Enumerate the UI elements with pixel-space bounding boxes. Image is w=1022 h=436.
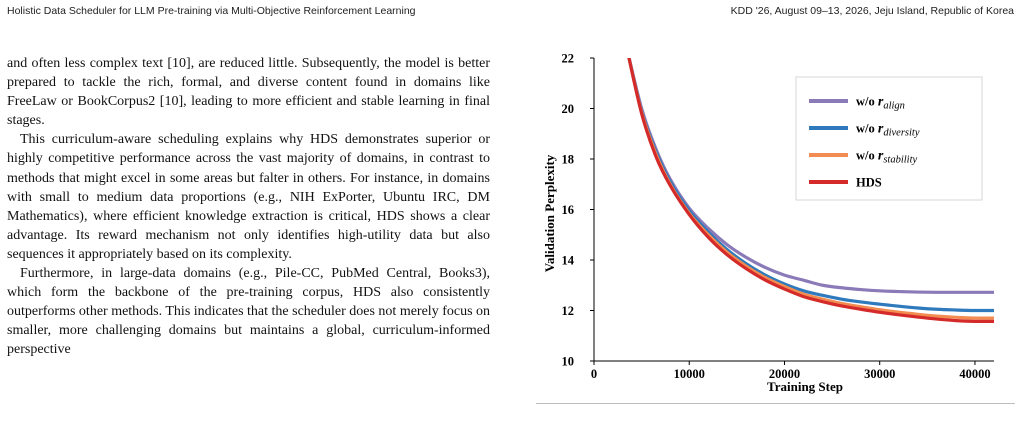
y-axis-title: Validation Perplexity [542,154,557,272]
running-header-title: Holistic Data Scheduler for LLM Pre-trai… [7,5,416,17]
body-text-column: and often less complex text [10], are re… [7,54,490,360]
x-tick-label: 40000 [959,367,990,381]
paragraph-curriculum-scheduling: This curriculum-aware scheduling explain… [7,132,490,262]
legend-label: w/o rdiversity [856,122,920,139]
figure-ablation-perplexity: 0 10000 20000 30000 40000 10 12 14 16 18 20 22 Trai… [534,48,1022,406]
legend-label: w/o rstability [856,149,918,166]
y-tick-label: 20 [562,102,575,116]
y-tick-label: 18 [562,153,575,167]
y-tick-label: 10 [562,355,575,369]
x-axis-title: Training Step [767,379,843,394]
y-tick-label: 14 [562,254,575,268]
y-tick-label: 12 [562,304,575,318]
y-tick-label: 22 [562,52,575,66]
paragraph-large-data-domains: Furthermore, in large-data domains (e.g.… [7,266,491,358]
perplexity-chart: 0 10000 20000 30000 40000 10 12 14 16 18 20 22 Trai… [542,52,994,394]
x-tick-label: 20000 [769,367,800,381]
y-tick-label: 16 [562,203,575,217]
x-tick-label: 10000 [674,367,705,381]
running-header-venue: KDD '26, August 09–13, 2026, Jeju Island… [730,5,1014,17]
series-line-3 [627,58,994,324]
x-tick-label: 30000 [864,367,895,381]
legend-label: HDS [856,176,882,190]
running-header: Holistic Data Scheduler for LLM Pre-trai… [7,5,1014,17]
legend-label: w/o ralign [856,95,905,112]
legend-box [795,76,983,201]
paragraph-continued: and often less complex text [10], are re… [7,56,490,129]
figure-bottom-rule [536,403,1015,404]
x-tick-label: 0 [591,367,597,381]
